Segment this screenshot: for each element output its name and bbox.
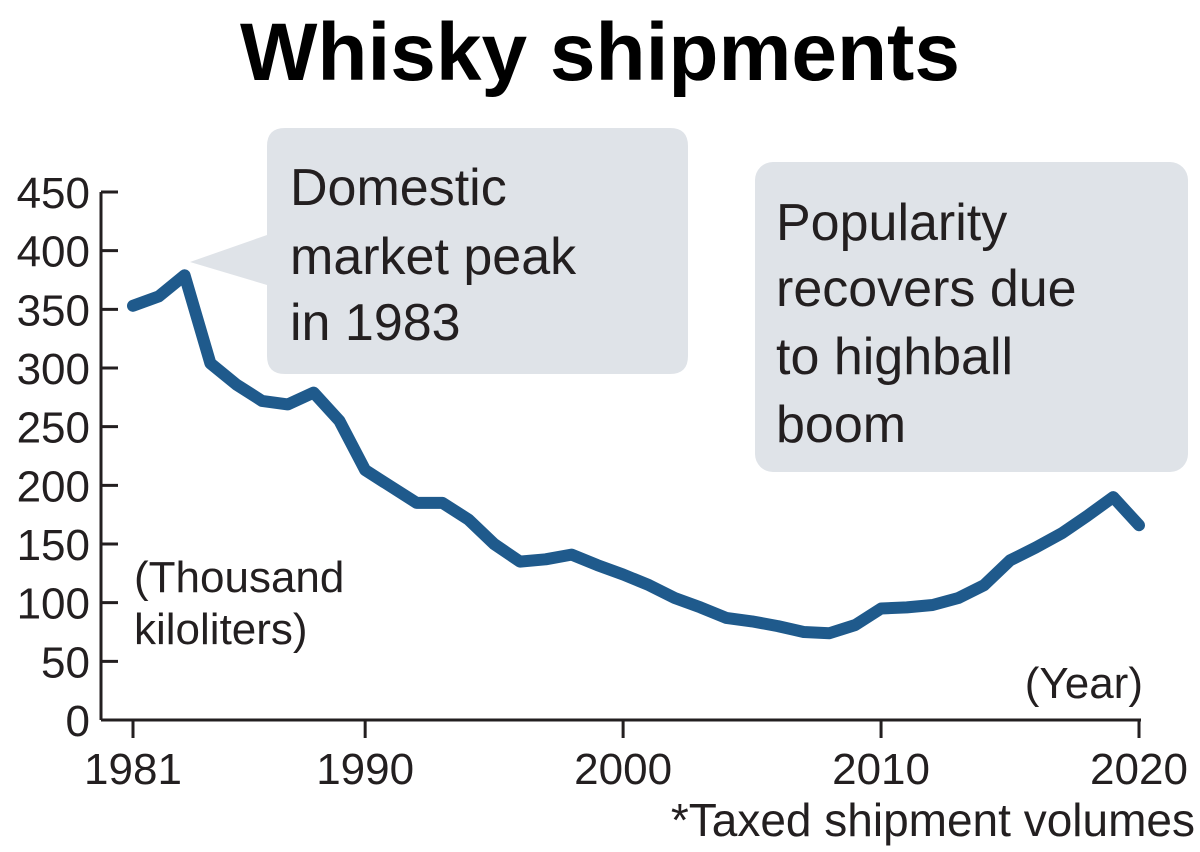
- y-tick-label: 300: [17, 345, 90, 394]
- annotation-peak-bubble: [190, 128, 688, 374]
- annotation-recovery-line-4: boom: [776, 396, 906, 454]
- y-tick-label: 400: [17, 228, 90, 277]
- annotation-peak-line-1: Domestic: [290, 159, 507, 217]
- y-tick-label: 250: [17, 404, 90, 453]
- annotation-recovery-line-3: to highball: [776, 328, 1013, 386]
- series-line-1: [127, 269, 1145, 640]
- x-tick-label: 1990: [316, 745, 414, 794]
- y-unit-label-line-2: kiloliters): [134, 605, 308, 654]
- y-tick-label: 350: [17, 286, 90, 335]
- y-tick-label: 0: [66, 697, 90, 746]
- y-tick-label: 200: [17, 462, 90, 511]
- footnote: *Taxed shipment volumes: [671, 794, 1195, 846]
- annotation-recovery-line-1: Popularity: [776, 194, 1007, 252]
- chart-title: Whisky shipments: [240, 7, 960, 98]
- y-unit-label-line-1: (Thousand: [134, 553, 344, 602]
- annotation-peak-line-3: in 1983: [290, 294, 461, 352]
- annotation-peak: Domestic market peak in 1983: [190, 128, 688, 374]
- series-group: [127, 269, 1145, 640]
- x-axis-ticks: 1981 1990 2000 2010 2020: [84, 720, 1188, 794]
- y-tick-label: 150: [17, 521, 90, 570]
- x-tick-label: 2010: [832, 745, 930, 794]
- y-axis-ticks: 0 50 100 150 200 250 300 350 400 450: [17, 169, 118, 746]
- y-tick-label: 50: [41, 638, 90, 687]
- annotation-recovery-line-2: recovers due: [776, 260, 1077, 318]
- annotation-recovery-box: [755, 162, 1188, 472]
- annotation-peak-line-2: market peak: [290, 228, 577, 286]
- x-unit-label: (Year): [1025, 659, 1143, 708]
- x-tick-label: 2020: [1090, 745, 1188, 794]
- y-tick-label: 100: [17, 580, 90, 629]
- annotation-recovery: Popularity recovers due to highball boom: [755, 162, 1188, 472]
- x-tick-label: 1981: [84, 745, 182, 794]
- y-tick-label: 450: [17, 169, 90, 218]
- x-tick-label: 2000: [574, 745, 672, 794]
